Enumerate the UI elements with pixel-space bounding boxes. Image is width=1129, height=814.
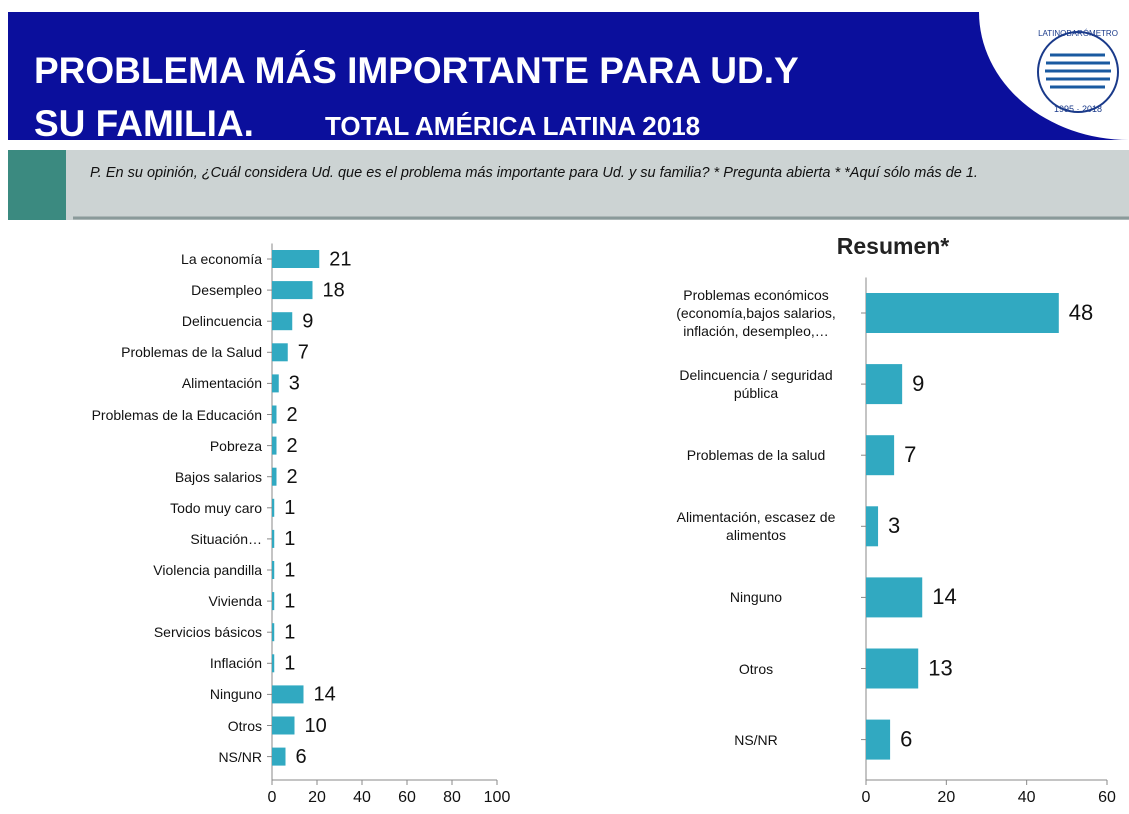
- x-tick-label: 40: [353, 789, 371, 806]
- x-tick-label: 60: [1098, 789, 1116, 806]
- bar: [272, 343, 288, 362]
- value-label: 2: [287, 466, 298, 488]
- bar: [272, 747, 286, 766]
- bar: [866, 435, 895, 476]
- value-label: 2: [287, 404, 298, 426]
- bar: [272, 685, 304, 704]
- bar: [272, 467, 277, 486]
- x-tick-label: 20: [308, 789, 326, 806]
- bar: [866, 506, 879, 547]
- bar: [866, 577, 923, 618]
- bar: [272, 374, 279, 393]
- bar: [272, 623, 275, 642]
- category-label: Ninguno: [209, 686, 262, 703]
- value-label: 18: [323, 279, 345, 301]
- bar: [866, 719, 891, 760]
- category-label: Ninguno: [729, 589, 783, 606]
- bar: [272, 592, 275, 611]
- value-label: 6: [296, 746, 307, 768]
- bar: [866, 293, 1059, 333]
- category-label: Delincuencia / seguridad pública: [679, 367, 833, 402]
- category-label: La economía: [181, 251, 262, 267]
- value-label: 1: [284, 528, 295, 550]
- x-tick-label: 60: [398, 789, 416, 806]
- category-label: Bajos salarios: [174, 468, 262, 485]
- title-line2: SU FAMILIA.: [34, 103, 254, 144]
- bar: [272, 250, 320, 268]
- category-label: Delincuencia: [181, 313, 262, 330]
- bar: [272, 716, 295, 735]
- value-label: 3: [888, 513, 900, 538]
- category-label: Otros: [227, 717, 262, 734]
- x-tick-label: 80: [443, 789, 461, 806]
- value-label: 1: [284, 497, 295, 519]
- category-label: Alimentación, escasez de alimentos: [676, 509, 836, 544]
- question: P. En su opinión, ¿Cuál considera Ud. qu…: [90, 165, 978, 181]
- logo-years: 1995 · 2018: [1054, 104, 1102, 114]
- bar: [866, 648, 919, 689]
- value-label: 21: [329, 248, 351, 270]
- value-label: 1: [284, 559, 295, 581]
- category-label: NS/NR: [734, 731, 778, 748]
- question-band: [8, 150, 1129, 220]
- category-label: Alimentación: [181, 375, 262, 392]
- bar: [272, 561, 275, 579]
- bar: [272, 498, 275, 517]
- subtitle: TOTAL AMÉRICA LATINA 2018: [325, 111, 701, 141]
- x-tick-label: 40: [1018, 789, 1036, 806]
- category-label: Otros: [738, 660, 774, 677]
- category-label: Problemas económicos (economía,bajos sal…: [676, 287, 836, 339]
- bar: [866, 364, 903, 405]
- value-label: 1: [284, 653, 295, 675]
- category-label: Situación…: [190, 530, 262, 547]
- bar: [272, 436, 277, 455]
- value-label: 14: [314, 684, 336, 706]
- category-label: Problemas de la salud: [686, 447, 826, 464]
- value-label: 48: [1069, 300, 1093, 325]
- value-label: 2: [287, 435, 298, 457]
- value-label: 10: [305, 715, 327, 737]
- bar: [272, 529, 275, 548]
- value-label: 7: [298, 342, 309, 364]
- category-label: Todo muy caro: [170, 499, 262, 516]
- bar: [272, 312, 293, 331]
- chart-title: Resumen*: [837, 233, 950, 259]
- x-tick-label: 20: [937, 789, 955, 806]
- bar: [272, 281, 313, 300]
- value-label: 9: [302, 310, 313, 332]
- category-label: Violencia pandilla: [153, 562, 262, 578]
- question-marker: [8, 150, 66, 220]
- banner: [8, 12, 1129, 140]
- logo-name: LATINOBARÓMETRO: [1038, 29, 1118, 38]
- x-tick-label: 0: [268, 789, 277, 806]
- category-label: Desempleo: [191, 282, 262, 299]
- bar: [272, 654, 275, 673]
- value-label: 6: [900, 726, 912, 751]
- category-label: Problemas de la Salud: [121, 344, 262, 361]
- bar: [272, 405, 277, 424]
- category-label: NS/NR: [218, 748, 262, 765]
- category-label: Pobreza: [209, 437, 262, 454]
- value-label: 9: [912, 371, 924, 396]
- title-line1: PROBLEMA MÁS IMPORTANTE PARA UD.Y: [34, 50, 799, 91]
- category-label: Inflación: [209, 655, 262, 672]
- x-tick-label: 100: [484, 789, 511, 806]
- value-label: 3: [289, 373, 300, 395]
- value-label: 1: [284, 590, 295, 612]
- category-label: Problemas de la Educación: [91, 406, 262, 423]
- x-tick-label: 0: [862, 789, 871, 806]
- category-label: Servicios básicos: [153, 624, 262, 641]
- value-label: 7: [904, 442, 916, 467]
- value-label: 1: [284, 621, 295, 643]
- category-label: Vivienda: [208, 593, 262, 610]
- logo-stripes: [1045, 53, 1111, 89]
- value-label: 14: [932, 584, 956, 609]
- value-label: 13: [928, 655, 952, 680]
